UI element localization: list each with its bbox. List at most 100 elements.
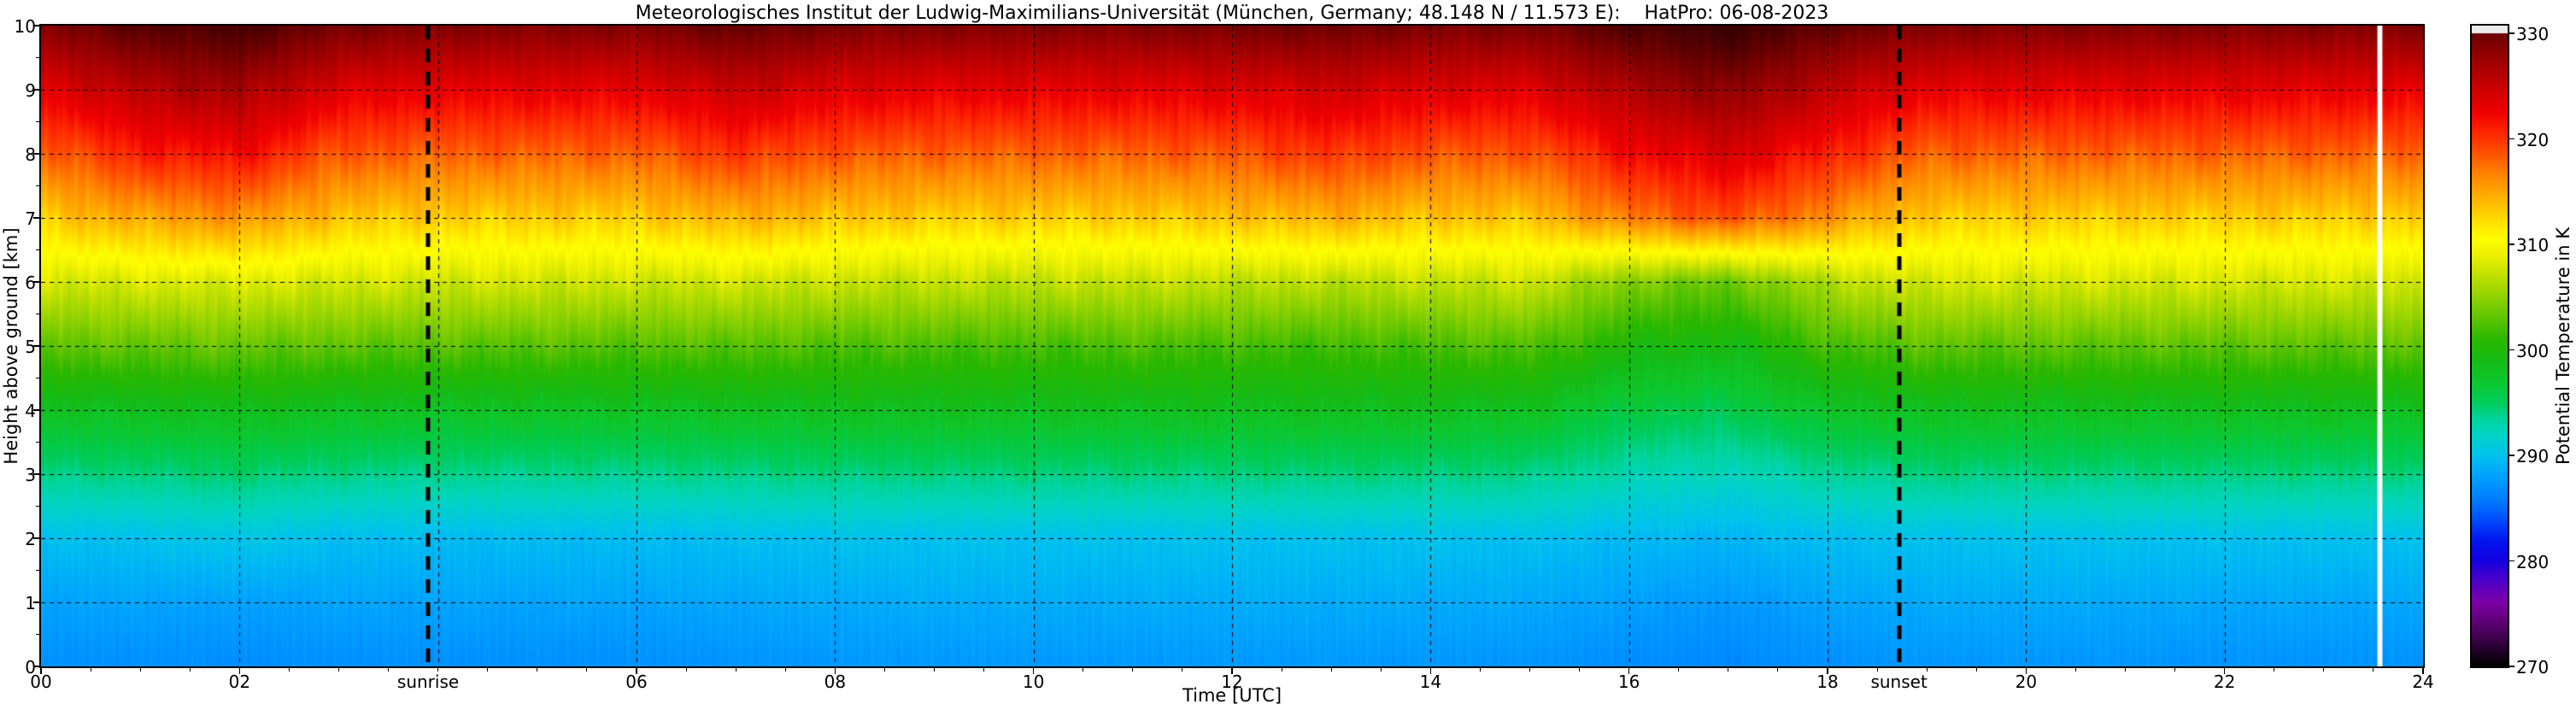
y-minor-tick — [36, 634, 39, 635]
x-tick-label: 10 — [1022, 672, 1045, 692]
x-tick-label: 24 — [2412, 672, 2434, 692]
x-minor-tick — [1777, 668, 1779, 672]
x-minor-tick — [487, 668, 489, 672]
x-axis-label: Time [UTC] — [1182, 685, 1282, 704]
x-major-tick — [1429, 668, 1432, 674]
colorbar-canvas — [2472, 26, 2508, 666]
x-major-tick — [1032, 668, 1035, 674]
y-major-tick — [33, 666, 39, 667]
x-minor-tick — [685, 668, 687, 672]
plot-title: Meteorologisches Institut der Ludwig-Max… — [635, 3, 1829, 24]
x-tick-label: 20 — [2015, 672, 2038, 692]
x-minor-tick — [2125, 668, 2126, 672]
y-tick-label: 2 — [25, 529, 36, 549]
x-major-tick — [2422, 668, 2424, 674]
x-minor-tick — [288, 668, 290, 672]
y-minor-tick — [36, 442, 39, 443]
colorbar — [2470, 24, 2509, 668]
colorbar-tick — [2509, 560, 2514, 562]
x-tick-label: 22 — [2213, 672, 2236, 692]
x-minor-tick — [1579, 668, 1581, 672]
x-minor-tick — [1479, 668, 1481, 672]
x-tick-label: 00 — [30, 672, 52, 692]
x-minor-tick — [2074, 668, 2076, 672]
x-minor-tick — [1678, 668, 1680, 672]
y-tick-label: 7 — [25, 208, 36, 229]
x-tick-label: 08 — [824, 672, 847, 692]
y-major-tick — [33, 217, 39, 219]
y-minor-tick — [36, 57, 39, 58]
x-major-tick — [238, 668, 241, 674]
x-minor-tick — [2323, 668, 2325, 672]
x-major-tick — [636, 668, 637, 674]
x-major-tick — [2223, 668, 2226, 674]
x-tick-label: 18 — [1816, 672, 1839, 692]
colorbar-tick-label: 330 — [2516, 24, 2550, 44]
y-major-tick — [33, 89, 39, 91]
x-minor-tick — [1380, 668, 1382, 672]
x-minor-tick — [2174, 668, 2176, 672]
y-tick-label: 8 — [25, 144, 36, 165]
x-minor-tick — [388, 668, 390, 672]
x-tick-label: 02 — [228, 672, 251, 692]
plot-area — [39, 24, 2425, 668]
y-major-tick — [33, 153, 39, 155]
x-minor-tick — [2373, 668, 2374, 672]
y-major-tick — [33, 473, 39, 475]
colorbar-tick-label: 300 — [2516, 340, 2550, 361]
colorbar-label: Potential Temperature in K — [2553, 227, 2573, 465]
colorbar-tick — [2509, 666, 2514, 667]
y-major-tick — [33, 345, 39, 347]
colorbar-tick — [2509, 349, 2514, 351]
y-minor-tick — [36, 506, 39, 507]
x-minor-tick — [1876, 668, 1878, 672]
y-tick-label: 0 — [25, 657, 36, 678]
x-major-tick — [437, 668, 439, 674]
x-minor-tick — [1330, 668, 1332, 672]
y-major-tick — [33, 537, 39, 539]
y-major-tick — [33, 25, 39, 26]
x-minor-tick — [1926, 668, 1928, 672]
x-minor-tick — [139, 668, 141, 672]
heatmap-canvas — [41, 26, 2423, 666]
y-minor-tick — [36, 121, 39, 122]
x-major-tick — [1827, 668, 1828, 674]
y-major-tick — [33, 409, 39, 411]
colorbar-tick — [2509, 455, 2514, 456]
y-minor-tick — [36, 570, 39, 571]
y-tick-label: 10 — [14, 16, 36, 37]
x-minor-tick — [784, 668, 786, 672]
x-major-tick — [834, 668, 836, 674]
x-minor-tick — [586, 668, 588, 672]
x-minor-tick — [1132, 668, 1134, 672]
x-minor-tick — [338, 668, 339, 672]
y-tick-label: 3 — [25, 465, 36, 485]
sunset-label: sunset — [1868, 672, 1930, 692]
x-tick-label: 16 — [1617, 672, 1640, 692]
x-minor-tick — [1975, 668, 1977, 672]
y-tick-label: 5 — [25, 337, 36, 357]
y-tick-label: 4 — [25, 401, 36, 421]
colorbar-tick-label: 290 — [2516, 446, 2550, 466]
y-minor-tick — [36, 249, 39, 250]
colorbar-tick — [2509, 243, 2514, 245]
x-major-tick — [2025, 668, 2027, 674]
x-tick-label: 12 — [1221, 672, 1243, 692]
x-minor-tick — [934, 668, 935, 672]
colorbar-tick-label: 310 — [2516, 235, 2550, 255]
colorbar-tick — [2509, 32, 2514, 34]
x-major-tick — [40, 668, 42, 674]
y-tick-label: 6 — [25, 273, 36, 293]
y-major-tick — [33, 281, 39, 283]
colorbar-tick — [2509, 138, 2514, 140]
y-tick-label: 9 — [25, 80, 36, 101]
colorbar-tick-label: 270 — [2516, 657, 2550, 678]
x-tick-label: 14 — [1419, 672, 1442, 692]
y-tick-label: 1 — [25, 593, 36, 613]
x-minor-tick — [1529, 668, 1530, 672]
colorbar-tick-label: 280 — [2516, 551, 2550, 572]
x-major-tick — [1231, 668, 1233, 674]
colorbar-tick-label: 320 — [2516, 129, 2550, 150]
x-minor-tick — [983, 668, 985, 672]
